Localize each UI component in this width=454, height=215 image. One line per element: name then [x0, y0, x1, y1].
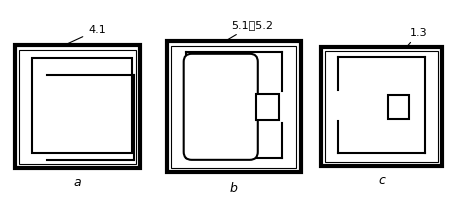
Bar [171, 46, 296, 168]
Bar [256, 94, 279, 120]
Bar [388, 95, 409, 118]
Bar [19, 49, 136, 164]
FancyBboxPatch shape [184, 54, 258, 160]
Text: 5.1、5.2: 5.1、5.2 [225, 20, 273, 41]
Text: b: b [230, 182, 238, 195]
Text: c: c [378, 174, 385, 187]
Text: 4.1: 4.1 [64, 25, 106, 46]
Bar [32, 58, 132, 153]
Bar [325, 51, 438, 162]
Text: a: a [74, 177, 81, 189]
Text: 1.3: 1.3 [407, 28, 428, 47]
